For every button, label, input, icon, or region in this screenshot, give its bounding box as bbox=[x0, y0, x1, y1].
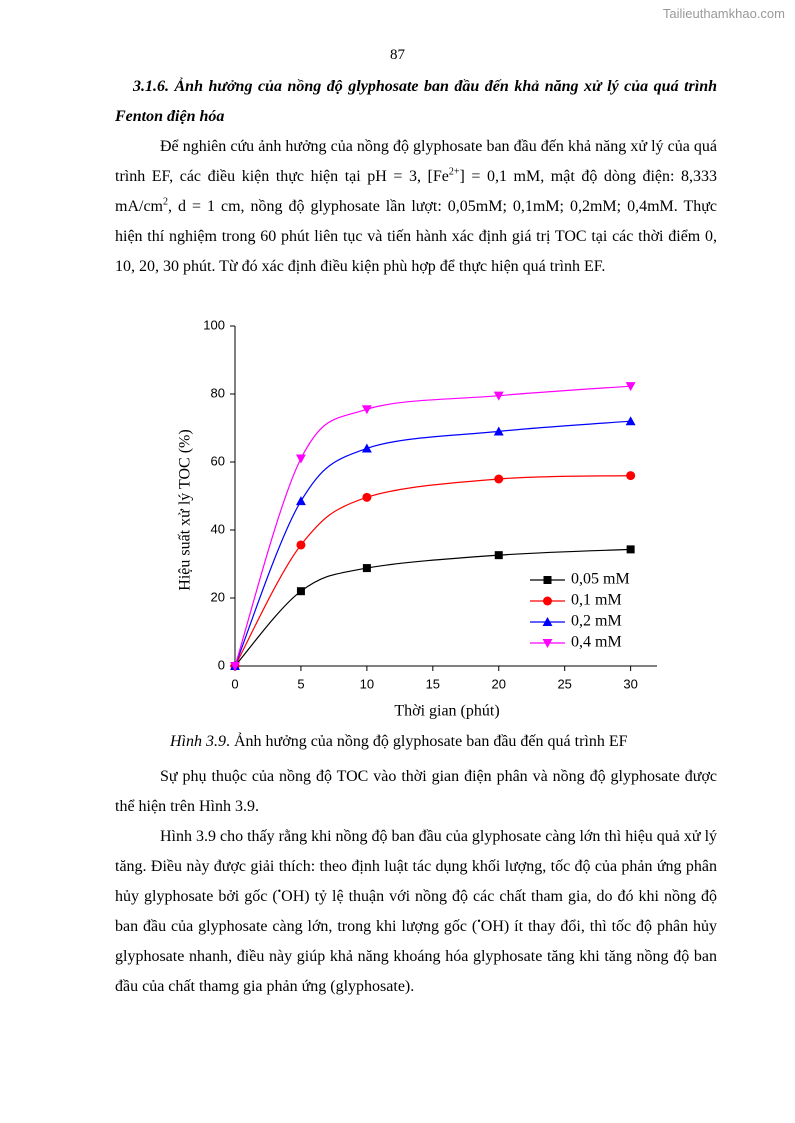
marker bbox=[542, 617, 553, 627]
marker bbox=[362, 492, 372, 502]
x-tick-label: 15 bbox=[426, 676, 440, 691]
y-tick-label: 80 bbox=[211, 385, 225, 400]
marker bbox=[361, 443, 372, 453]
y-tick-label: 60 bbox=[211, 453, 225, 468]
text-run: OH) tỷ lệ thuận với nồng độ các chất tha… bbox=[115, 888, 717, 935]
watermark: Tailieuthamkhao.com bbox=[662, 6, 785, 21]
text-run: Để nghiên cứu ảnh hưởng của nồng độ glyp… bbox=[115, 138, 717, 185]
series-line bbox=[234, 548, 631, 667]
page-number: 87 bbox=[390, 47, 405, 63]
x-tick-label: 0 bbox=[231, 676, 238, 691]
x-axis-title: Thời gian (phút) bbox=[394, 703, 499, 720]
text-block: Sự phụ thuộc của nồng độ TOC vào thời gi… bbox=[115, 762, 717, 1002]
y-tick-label: 20 bbox=[211, 589, 225, 604]
x-tick-label: 30 bbox=[623, 676, 637, 691]
marker bbox=[295, 496, 306, 506]
marker bbox=[493, 391, 504, 401]
marker bbox=[361, 405, 372, 415]
marker bbox=[295, 454, 306, 464]
legend-label: 0,1 mM bbox=[571, 592, 622, 609]
section-heading: 3.1.6. Ảnh hưởng của nồng độ glyphosate … bbox=[115, 78, 717, 125]
paragraph: Để nghiên cứu ảnh hưởng của nồng độ glyp… bbox=[115, 132, 717, 282]
marker bbox=[626, 545, 635, 554]
marker bbox=[362, 564, 371, 573]
superscript: • bbox=[277, 886, 282, 898]
y-tick-label: 40 bbox=[211, 521, 225, 536]
marker bbox=[494, 474, 504, 484]
text-run: , d = 1 cm, nồng độ glyphosate lần lượt:… bbox=[115, 198, 717, 275]
legend-label: 0,2 mM bbox=[571, 613, 622, 630]
marker bbox=[230, 661, 240, 671]
figure-caption: Hình 3.9. Ảnh hưởng của nồng độ glyphosa… bbox=[170, 733, 628, 751]
superscript: • bbox=[477, 916, 481, 928]
paragraph: Sự phụ thuộc của nồng độ TOC vào thời gi… bbox=[115, 762, 717, 822]
marker bbox=[493, 426, 504, 436]
x-tick-label: 10 bbox=[360, 676, 374, 691]
text-block: Để nghiên cứu ảnh hưởng của nồng độ glyp… bbox=[115, 132, 717, 282]
marker bbox=[296, 540, 306, 550]
marker bbox=[625, 416, 636, 426]
x-tick-label: 5 bbox=[297, 676, 304, 691]
superscript: 2 bbox=[163, 196, 168, 208]
marker bbox=[543, 576, 552, 584]
caption-text: . Ảnh hưởng của nồng độ glyphosate ban đ… bbox=[226, 733, 628, 750]
x-tick-label: 20 bbox=[492, 676, 506, 691]
superscript: 2+ bbox=[448, 166, 460, 178]
text-run: Hình 3.9 cho thấy rằng khi nồng độ ban đ… bbox=[115, 828, 718, 905]
marker bbox=[625, 382, 636, 392]
x-tick-label: 25 bbox=[557, 676, 571, 691]
text-run: ] = 0,1 mM, mật độ dòng điện: 8,333 mA/c… bbox=[115, 168, 718, 215]
marker bbox=[296, 587, 305, 596]
caption-label: Hình 3.9 bbox=[170, 733, 226, 750]
text-run: Sự phụ thuộc của nồng độ TOC vào thời gi… bbox=[115, 768, 717, 815]
text-run: OH) ít thay đổi, thì tốc độ phân hủy gly… bbox=[115, 918, 718, 995]
legend-label: 0,05 mM bbox=[571, 571, 630, 588]
y-tick-label: 0 bbox=[218, 657, 225, 672]
marker bbox=[494, 551, 503, 560]
legend-label: 0,4 mM bbox=[571, 634, 622, 651]
y-axis-title: Hiệu suất xử lý TOC (%) bbox=[177, 429, 194, 590]
marker bbox=[543, 596, 552, 606]
marker bbox=[542, 638, 553, 648]
marker bbox=[626, 471, 636, 481]
paragraph: Hình 3.9 cho thấy rằng khi nồng độ ban đ… bbox=[115, 822, 717, 1002]
y-tick-label: 100 bbox=[203, 317, 225, 332]
